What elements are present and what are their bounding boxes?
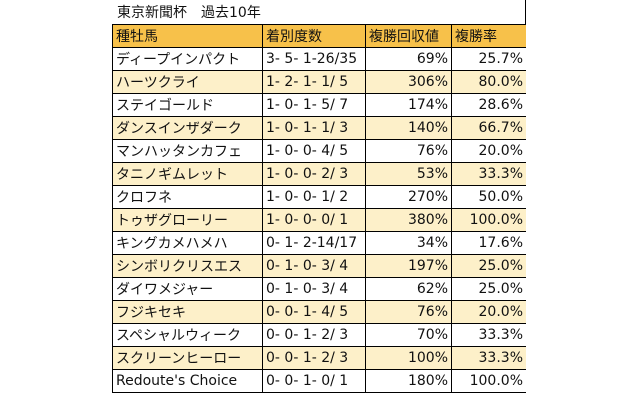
sire-cell: シンボリクリスエス <box>112 254 263 278</box>
record-cell: 1- 0- 0- 1/ 2 <box>262 185 366 209</box>
table-row: キングカメハメハ 0- 1- 2-14/17 34% 17.6% <box>112 231 526 255</box>
table-row: ハーツクライ 1- 2- 1- 1/ 5 306% 80.0% <box>112 70 526 94</box>
record-cell: 0- 1- 2-14/17 <box>262 231 366 255</box>
record-cell: 0- 0- 1- 2/ 3 <box>262 323 366 347</box>
rate-cell: 33.3% <box>451 346 526 370</box>
rate-cell: 100.0% <box>451 369 526 393</box>
record-cell: 1- 0- 1- 5/ 7 <box>262 93 366 117</box>
return-cell: 180% <box>365 369 452 393</box>
header-row: 種牡馬 着別度数 複勝回収値 複勝率 <box>112 24 526 48</box>
table-title: 東京新聞杯 過去10年 <box>117 5 261 21</box>
sire-cell: タニノギムレット <box>112 162 263 186</box>
header-sire: 種牡馬 <box>112 24 263 48</box>
sire-cell: マンハッタンカフェ <box>112 139 263 163</box>
return-cell: 53% <box>365 162 452 186</box>
rate-cell: 80.0% <box>451 70 526 94</box>
title-row: 東京新聞杯 過去10年 <box>112 0 526 24</box>
return-cell: 69% <box>365 47 452 71</box>
header-return: 複勝回収値 <box>365 24 452 48</box>
return-cell: 306% <box>365 70 452 94</box>
record-cell: 0- 0- 1- 2/ 3 <box>262 346 366 370</box>
record-cell: 0- 1- 0- 3/ 4 <box>262 254 366 278</box>
return-cell: 76% <box>365 300 452 324</box>
sire-stats-table: 種牡馬 着別度数 複勝回収値 複勝率 ディープインパクト 3- 5- 1-26/3… <box>112 24 526 393</box>
sire-cell: トゥザグローリー <box>112 208 263 232</box>
rate-cell: 50.0% <box>451 185 526 209</box>
record-cell: 0- 0- 1- 4/ 5 <box>262 300 366 324</box>
record-cell: 0- 0- 1- 0/ 1 <box>262 369 366 393</box>
sire-cell: ダイワメジャー <box>112 277 263 301</box>
table-row: シンボリクリスエス 0- 1- 0- 3/ 4 197% 25.0% <box>112 254 526 278</box>
return-cell: 100% <box>365 346 452 370</box>
return-cell: 140% <box>365 116 452 140</box>
record-cell: 0- 1- 0- 3/ 4 <box>262 277 366 301</box>
table-row: クロフネ 1- 0- 0- 1/ 2 270% 50.0% <box>112 185 526 209</box>
sire-cell: ステイゴールド <box>112 93 263 117</box>
table-row: マンハッタンカフェ 1- 0- 0- 4/ 5 76% 20.0% <box>112 139 526 163</box>
header-record: 着別度数 <box>262 24 366 48</box>
return-cell: 380% <box>365 208 452 232</box>
record-cell: 1- 0- 0- 2/ 3 <box>262 162 366 186</box>
rate-cell: 28.6% <box>451 93 526 117</box>
sire-cell: クロフネ <box>112 185 263 209</box>
table-row: フジキセキ 0- 0- 1- 4/ 5 76% 20.0% <box>112 300 526 324</box>
table-row: ステイゴールド 1- 0- 1- 5/ 7 174% 28.6% <box>112 93 526 117</box>
table-row: タニノギムレット 1- 0- 0- 2/ 3 53% 33.3% <box>112 162 526 186</box>
return-cell: 270% <box>365 185 452 209</box>
sire-cell: ダンスインザダーク <box>112 116 263 140</box>
return-cell: 62% <box>365 277 452 301</box>
sire-cell: ハーツクライ <box>112 70 263 94</box>
spreadsheet: 東京新聞杯 過去10年 種牡馬 着別度数 複勝回収値 複勝率 ディープインパクト… <box>112 0 526 400</box>
sire-cell: キングカメハメハ <box>112 231 263 255</box>
table-row: トゥザグローリー 1- 0- 0- 0/ 1 380% 100.0% <box>112 208 526 232</box>
rate-cell: 25.0% <box>451 254 526 278</box>
table-body: ディープインパクト 3- 5- 1-26/35 69% 25.7% ハーツクライ 1- 2… <box>112 47 526 393</box>
rate-cell: 20.0% <box>451 300 526 324</box>
header-rate: 複勝率 <box>451 24 526 48</box>
rate-cell: 33.3% <box>451 162 526 186</box>
table-row: ダンスインザダーク 1- 0- 1- 1/ 3 140% 66.7% <box>112 116 526 140</box>
sire-cell: ディープインパクト <box>112 47 263 71</box>
record-cell: 1- 2- 1- 1/ 5 <box>262 70 366 94</box>
return-cell: 70% <box>365 323 452 347</box>
sire-cell: スクリーンヒーロー <box>112 346 263 370</box>
rate-cell: 25.0% <box>451 277 526 301</box>
table-row: ダイワメジャー 0- 1- 0- 3/ 4 62% 25.0% <box>112 277 526 301</box>
table-row: スペシャルウィーク 0- 0- 1- 2/ 3 70% 33.3% <box>112 323 526 347</box>
record-cell: 1- 0- 1- 1/ 3 <box>262 116 366 140</box>
rate-cell: 25.7% <box>451 47 526 71</box>
table-row: Redoute's Choice 0- 0- 1- 0/ 1 180% 100.0% <box>112 369 526 393</box>
rate-cell: 66.7% <box>451 116 526 140</box>
sire-cell: フジキセキ <box>112 300 263 324</box>
return-cell: 76% <box>365 139 452 163</box>
rate-cell: 100.0% <box>451 208 526 232</box>
record-cell: 3- 5- 1-26/35 <box>262 47 366 71</box>
sire-cell: スペシャルウィーク <box>112 323 263 347</box>
return-cell: 34% <box>365 231 452 255</box>
table-row: スクリーンヒーロー 0- 0- 1- 2/ 3 100% 33.3% <box>112 346 526 370</box>
table-row: ディープインパクト 3- 5- 1-26/35 69% 25.7% <box>112 47 526 71</box>
sire-cell: Redoute's Choice <box>112 369 263 393</box>
rate-cell: 33.3% <box>451 323 526 347</box>
record-cell: 1- 0- 0- 4/ 5 <box>262 139 366 163</box>
return-cell: 174% <box>365 93 452 117</box>
record-cell: 1- 0- 0- 0/ 1 <box>262 208 366 232</box>
rate-cell: 17.6% <box>451 231 526 255</box>
return-cell: 197% <box>365 254 452 278</box>
rate-cell: 20.0% <box>451 139 526 163</box>
